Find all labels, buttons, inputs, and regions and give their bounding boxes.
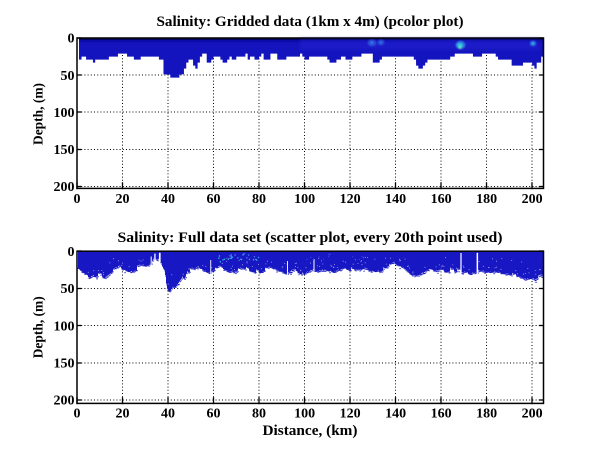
svg-text:0: 0 [68, 245, 75, 260]
svg-text:100: 100 [54, 319, 75, 334]
svg-text:150: 150 [54, 143, 75, 158]
svg-text:200: 200 [54, 180, 75, 195]
svg-text:200: 200 [522, 406, 543, 421]
svg-text:120: 120 [340, 192, 361, 207]
svg-text:60: 60 [207, 406, 221, 421]
svg-text:140: 140 [385, 192, 406, 207]
svg-text:20: 20 [116, 406, 130, 421]
svg-text:60: 60 [207, 192, 221, 207]
svg-text:120: 120 [340, 406, 361, 421]
svg-text:200: 200 [522, 192, 543, 207]
svg-text:40: 40 [161, 406, 175, 421]
svg-text:180: 180 [476, 406, 497, 421]
svg-text:Salinity: Full data set (scatt: Salinity: Full data set (scatter plot, e… [118, 230, 503, 246]
svg-text:180: 180 [476, 192, 497, 207]
svg-text:0: 0 [74, 192, 81, 207]
svg-text:40: 40 [161, 192, 175, 207]
svg-text:200: 200 [54, 394, 75, 409]
svg-text:160: 160 [431, 192, 452, 207]
svg-text:0: 0 [68, 32, 75, 47]
svg-text:140: 140 [385, 406, 406, 421]
svg-text:50: 50 [61, 69, 75, 84]
svg-text:20: 20 [116, 192, 130, 207]
svg-text:80: 80 [252, 192, 266, 207]
svg-text:Salinity: Gridded data (1km x: Salinity: Gridded data (1km x 4m) (pcolo… [157, 14, 464, 30]
svg-text:150: 150 [54, 357, 75, 372]
svg-text:100: 100 [54, 106, 75, 121]
svg-text:100: 100 [294, 192, 315, 207]
svg-text:160: 160 [431, 406, 452, 421]
svg-text:0: 0 [74, 406, 81, 421]
svg-text:Distance, (km): Distance, (km) [263, 423, 358, 439]
svg-text:Depth, (m): Depth, (m) [32, 83, 47, 145]
svg-text:50: 50 [61, 282, 75, 297]
svg-text:Depth, (m): Depth, (m) [32, 296, 47, 358]
svg-text:100: 100 [294, 406, 315, 421]
svg-text:80: 80 [252, 406, 266, 421]
